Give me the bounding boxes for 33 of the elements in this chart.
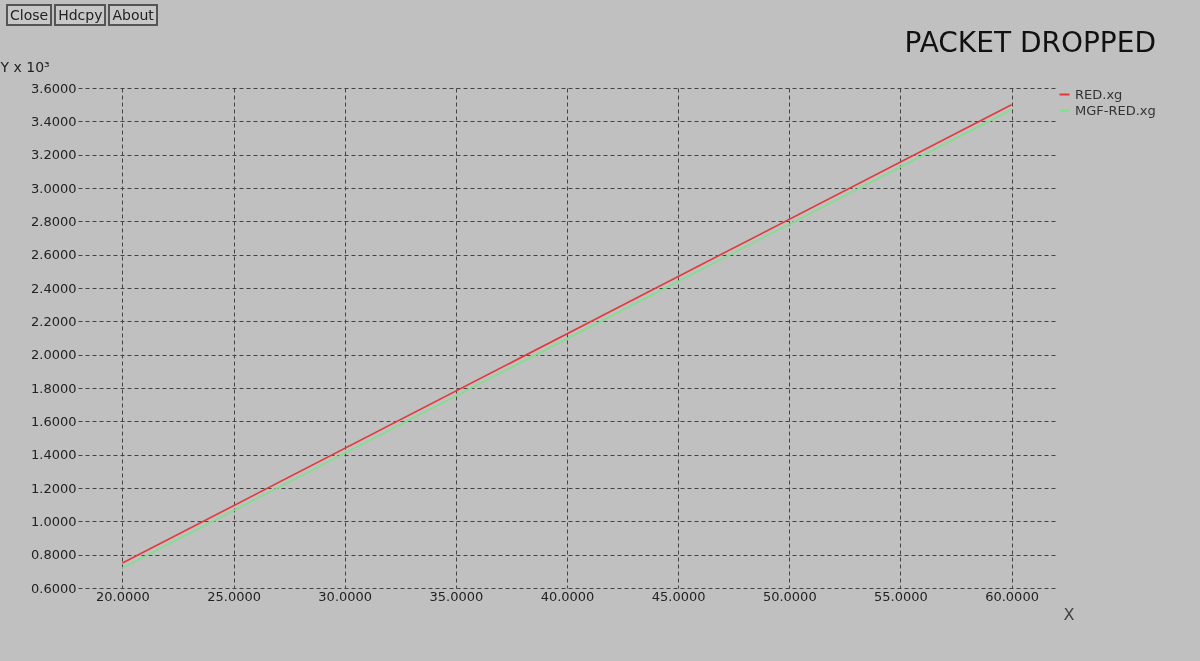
y-tick-label: 2.6000 — [31, 247, 77, 263]
y-tick-label: 2.4000 — [31, 280, 77, 296]
text: Close — [6, 4, 53, 26]
legend-label: MGF-RED.xg — [1075, 102, 1156, 118]
chart-title: PACKET DROPPED — [904, 26, 1156, 59]
y-tick-label: 1.4000 — [31, 447, 77, 463]
x-tick-label: 50.0000 — [762, 588, 817, 604]
x-tick-label: 20.0000 — [96, 588, 150, 604]
y-tick-label: 3.4000 — [31, 113, 77, 129]
y-axis-title: Y x 10³ — [0, 58, 50, 75]
text: About — [108, 4, 158, 26]
y-tick-label: 1.0000 — [31, 513, 77, 529]
legend-label: RED.xg — [1075, 86, 1123, 102]
y-tick-label: 1.6000 — [31, 413, 77, 429]
y-tick-label: 3.2000 — [31, 147, 77, 163]
y-tick-label: 1.2000 — [31, 480, 77, 496]
x-tick-label: 30.0000 — [318, 588, 373, 604]
x-tick-label: 25.0000 — [207, 588, 261, 604]
x-tick-label: 45.0000 — [651, 588, 706, 604]
text: Hdcpy — [54, 4, 107, 26]
x-axis-title: X — [1063, 604, 1075, 624]
y-tick-label: 2.8000 — [31, 213, 77, 229]
y-tick-label: 1.8000 — [31, 380, 77, 396]
y-tick-label: 3.6000 — [31, 80, 77, 96]
x-tick-label: 60.0000 — [985, 588, 1039, 604]
x-tick-label: 55.0000 — [874, 588, 928, 604]
y-tick-label: 0.8000 — [31, 547, 77, 563]
y-tick-label: 0.6000 — [31, 580, 77, 596]
y-tick-label: 2.0000 — [31, 347, 77, 363]
y-tick-label: 2.2000 — [31, 313, 77, 329]
y-tick-label: 3.0000 — [31, 180, 77, 196]
x-tick-label: 40.0000 — [540, 588, 595, 604]
x-tick-label: 35.0000 — [429, 588, 484, 604]
